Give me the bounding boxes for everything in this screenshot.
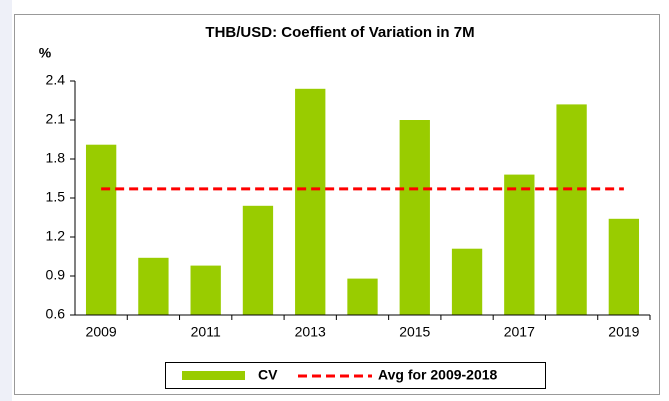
bar bbox=[242, 205, 274, 315]
x-tick-label: 2011 bbox=[191, 324, 221, 340]
y-axis-label: % bbox=[39, 45, 52, 61]
bar bbox=[399, 120, 430, 315]
x-tick-label: 2019 bbox=[608, 324, 639, 340]
bar bbox=[608, 218, 640, 315]
bar bbox=[138, 257, 169, 315]
bar bbox=[451, 248, 483, 315]
y-tick-label: 2.4 bbox=[46, 72, 66, 88]
bar bbox=[85, 144, 117, 315]
y-tick-label: 0.9 bbox=[46, 267, 66, 283]
bar bbox=[504, 174, 535, 315]
y-tick-label: 1.8 bbox=[46, 150, 66, 166]
x-tick-label: 2015 bbox=[399, 324, 430, 340]
legend-label: CV bbox=[258, 367, 278, 383]
chart-frame bbox=[14, 14, 660, 395]
y-tick-label: 0.6 bbox=[46, 306, 66, 322]
x-tick-label: 2009 bbox=[86, 324, 117, 340]
chart-title: THB/USD: Coeffient of Variation in 7M bbox=[205, 24, 474, 41]
bar bbox=[295, 88, 326, 315]
bar bbox=[190, 265, 221, 315]
bar bbox=[556, 104, 587, 316]
x-tick-label: 2013 bbox=[295, 324, 326, 340]
y-tick-label: 1.2 bbox=[46, 228, 66, 244]
legend-swatch bbox=[182, 371, 245, 380]
legend-label: Avg for 2009-2018 bbox=[378, 367, 498, 383]
y-tick-label: 1.5 bbox=[46, 189, 66, 205]
bar bbox=[347, 278, 378, 315]
y-tick-label: 2.1 bbox=[46, 111, 66, 127]
side-shade bbox=[0, 0, 12, 401]
x-tick-label: 2017 bbox=[504, 324, 535, 340]
